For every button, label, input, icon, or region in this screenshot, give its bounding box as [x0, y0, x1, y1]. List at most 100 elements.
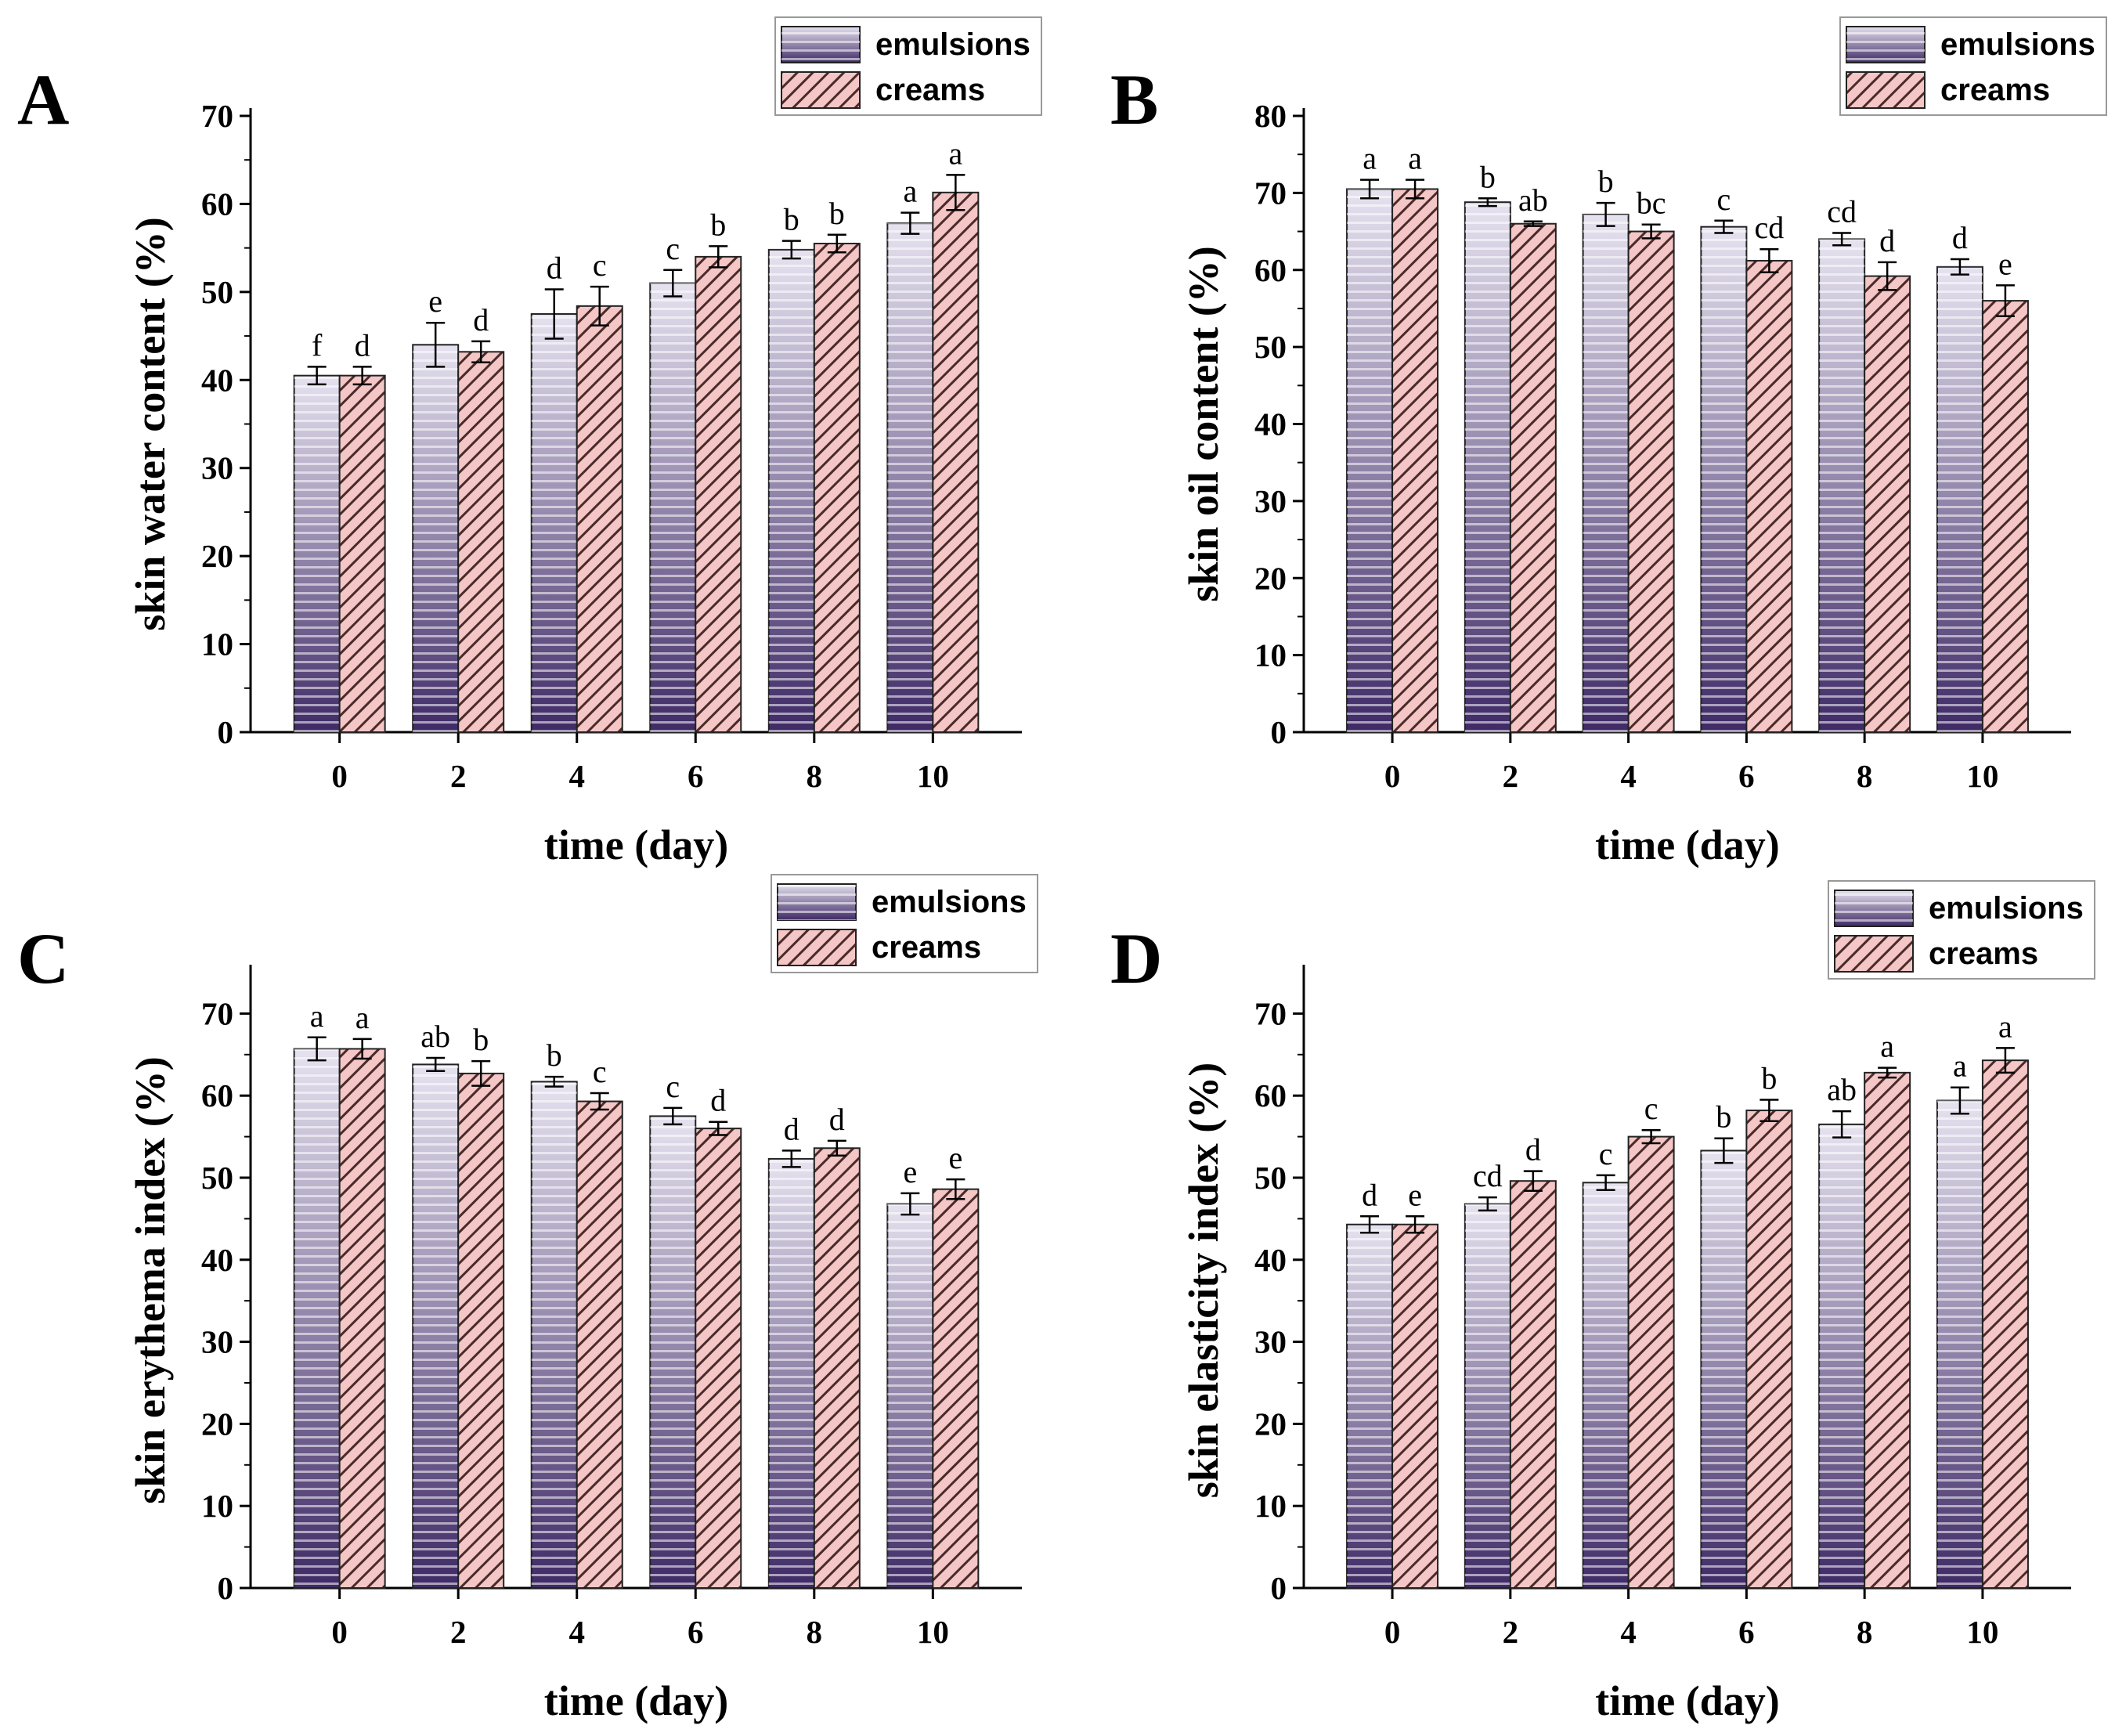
bar-creams-day-6 — [695, 1128, 742, 1589]
error-bar-emulsions-day-8 — [781, 1150, 801, 1168]
error-bar-emulsions-day-2 — [1478, 1196, 1497, 1212]
bar-stripes-emulsions-day-2 — [413, 1064, 459, 1588]
legend-label-creams: creams — [872, 930, 981, 965]
x-tick-label: 4 — [1620, 1614, 1637, 1650]
legend-label-emulsions: emulsions — [1940, 27, 2095, 62]
bar-stripes-emulsions-day-8 — [768, 249, 814, 732]
bar-creams-day-4 — [1627, 230, 1675, 733]
bar-creams-day-8 — [1864, 1071, 1911, 1589]
y-tick-label: 20 — [201, 1406, 233, 1442]
error-bar-creams-day-4 — [590, 285, 609, 327]
x-tick-label: 0 — [1384, 758, 1401, 794]
significance-label-creams-day-8: a — [1880, 1029, 1894, 1064]
y-tick-label: 70 — [201, 995, 233, 1031]
bar-creams-day-8 — [813, 1147, 861, 1589]
y-tick-label: 20 — [1254, 1406, 1287, 1442]
bar-stripes-emulsions-day-10 — [1936, 266, 1983, 732]
error-bar-emulsions-day-4 — [544, 1075, 564, 1088]
y-tick-label: 60 — [201, 186, 233, 222]
significance-label-emulsions-day-6: c — [1717, 182, 1731, 217]
bar-creams-day-0 — [338, 1048, 386, 1589]
significance-label-creams-day-4: bc — [1637, 186, 1666, 221]
y-tick-label: 50 — [201, 274, 233, 310]
y-tick-label: 20 — [1254, 560, 1287, 596]
bar-stripes-emulsions-day-8 — [1819, 239, 1865, 732]
bar-creams-day-4 — [1627, 1135, 1675, 1589]
panel-letter: A — [17, 60, 69, 139]
x-tick-label: 6 — [688, 758, 704, 794]
error-bar-emulsions-day-6 — [1714, 219, 1734, 234]
significance-label-emulsions-day-6: c — [666, 1069, 680, 1104]
y-tick-label: 0 — [1271, 714, 1287, 750]
significance-label-creams-day-8: b — [829, 196, 845, 231]
bar-creams-day-2 — [1509, 222, 1557, 734]
error-bar-creams-day-2 — [1523, 220, 1543, 227]
error-bar-creams-day-8 — [1878, 1067, 1897, 1079]
error-bar-creams-day-0 — [1406, 179, 1425, 200]
error-bar-emulsions-day-4 — [544, 288, 564, 340]
significance-label-creams-day-4: c — [1644, 1091, 1658, 1126]
significance-label-emulsions-day-4: b — [1598, 164, 1614, 199]
error-bar-emulsions-day-2 — [426, 321, 446, 368]
error-bar-creams-day-6 — [709, 245, 728, 269]
error-bar-emulsions-day-0 — [307, 366, 327, 386]
bar-creams-day-10 — [1981, 300, 2029, 734]
bar-creams-day-10 — [932, 1188, 980, 1589]
bar-stripes-emulsions-day-8 — [768, 1158, 814, 1588]
panel-letter: D — [1110, 919, 1162, 998]
significance-label-creams-day-4: c — [593, 1054, 607, 1089]
error-bar-creams-day-4 — [590, 1092, 609, 1111]
bar-creams-day-6 — [1745, 259, 1793, 733]
bar-stripes-emulsions-day-0 — [1347, 1224, 1393, 1588]
x-tick-label: 10 — [1966, 1614, 1998, 1650]
error-bar-creams-day-2 — [1523, 1170, 1543, 1193]
error-bar-emulsions-day-8 — [1832, 1110, 1852, 1139]
legend-label-emulsions: emulsions — [872, 885, 1027, 919]
bar-stripes-emulsions-day-4 — [531, 1081, 577, 1588]
error-bar-emulsions-day-10 — [1950, 1086, 1969, 1115]
error-bar-creams-day-2 — [471, 1059, 491, 1087]
x-tick-label: 10 — [1966, 758, 1998, 794]
error-bar-emulsions-day-0 — [307, 1036, 327, 1062]
x-tick-label: 2 — [450, 1614, 467, 1650]
bar-stripes-emulsions-day-10 — [887, 1204, 933, 1588]
bar-stripes-emulsions-day-8 — [1819, 1124, 1865, 1588]
x-tick-label: 4 — [1620, 758, 1637, 794]
bar-creams-day-2 — [1509, 1180, 1557, 1589]
error-bar-creams-day-0 — [352, 1038, 372, 1060]
x-tick-label: 10 — [917, 758, 949, 794]
y-tick-label: 40 — [201, 362, 233, 398]
panel-letter: C — [17, 919, 69, 998]
error-bar-emulsions-day-10 — [900, 1192, 920, 1216]
legend-swatch-creams — [1834, 935, 1914, 973]
significance-label-creams-day-6: b — [1761, 1060, 1777, 1095]
panel-letter: B — [1110, 60, 1158, 139]
significance-label-emulsions-day-8: d — [784, 1111, 799, 1146]
significance-label-emulsions-day-4: b — [547, 1038, 562, 1073]
legend-swatch-creams — [777, 929, 857, 966]
x-tick-label: 4 — [568, 758, 585, 794]
bar-creams-day-6 — [695, 255, 742, 733]
significance-label-emulsions-day-6: c — [666, 231, 680, 266]
x-tick-label: 2 — [1503, 758, 1519, 794]
y-axis-title: skin water content (%) — [127, 217, 174, 630]
legend-label-emulsions: emulsions — [1929, 891, 2084, 926]
significance-label-emulsions-day-0: f — [312, 327, 323, 363]
y-tick-label: 0 — [1271, 1570, 1287, 1606]
error-bar-creams-day-0 — [1406, 1215, 1425, 1234]
error-bar-emulsions-day-8 — [1832, 232, 1852, 247]
bar-stripes-emulsions-day-2 — [1464, 1204, 1510, 1588]
y-tick-label: 60 — [1254, 1077, 1287, 1113]
significance-label-emulsions-day-2: ab — [420, 1019, 450, 1054]
bar-creams-day-0 — [1391, 1223, 1439, 1589]
error-bar-creams-day-10 — [946, 1178, 965, 1200]
legend-swatch-emulsions-stripes — [778, 884, 856, 920]
error-bar-creams-day-10 — [1995, 284, 2015, 318]
x-axis-title: time (day) — [1595, 821, 1779, 868]
bar-stripes-emulsions-day-4 — [531, 313, 577, 732]
error-bar-creams-day-8 — [827, 1139, 846, 1157]
y-tick-label: 50 — [201, 1160, 233, 1196]
